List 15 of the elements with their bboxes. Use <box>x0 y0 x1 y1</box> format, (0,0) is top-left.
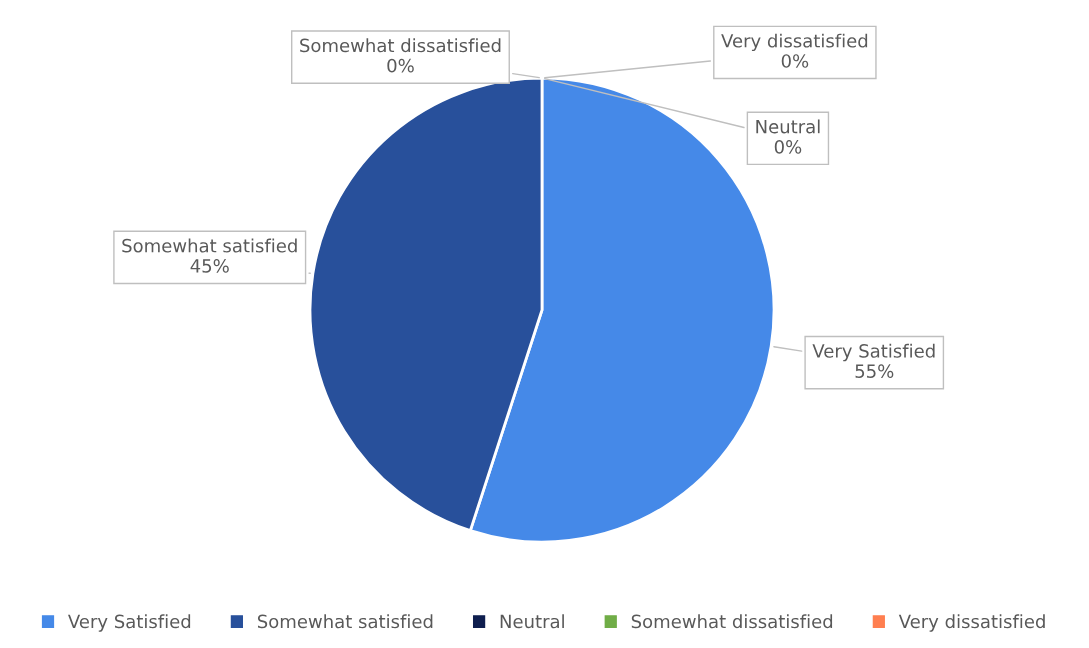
legend-label: Very Satisfied <box>68 614 191 632</box>
data-label: 55% <box>855 364 894 378</box>
text: 0% <box>774 140 802 154</box>
text: 0% <box>781 54 809 68</box>
slice-label: Somewhat satisfied <box>122 238 297 253</box>
category-label: Somewhat dissatisfied <box>300 38 501 53</box>
data-label: 45% <box>190 259 229 273</box>
legend-label: Neutral <box>500 614 564 629</box>
category-label: Very dissatisfied <box>721 33 868 52</box>
legend-label: Somewhat satisfied <box>257 614 433 629</box>
slice-label: Very Satisfied <box>812 343 935 362</box>
legend-label: Somewhat dissatisfied <box>631 614 833 629</box>
legend-label: Very dissatisfied <box>898 614 1045 632</box>
text: 0% <box>387 58 414 73</box>
category-label: Neutral <box>756 119 820 134</box>
